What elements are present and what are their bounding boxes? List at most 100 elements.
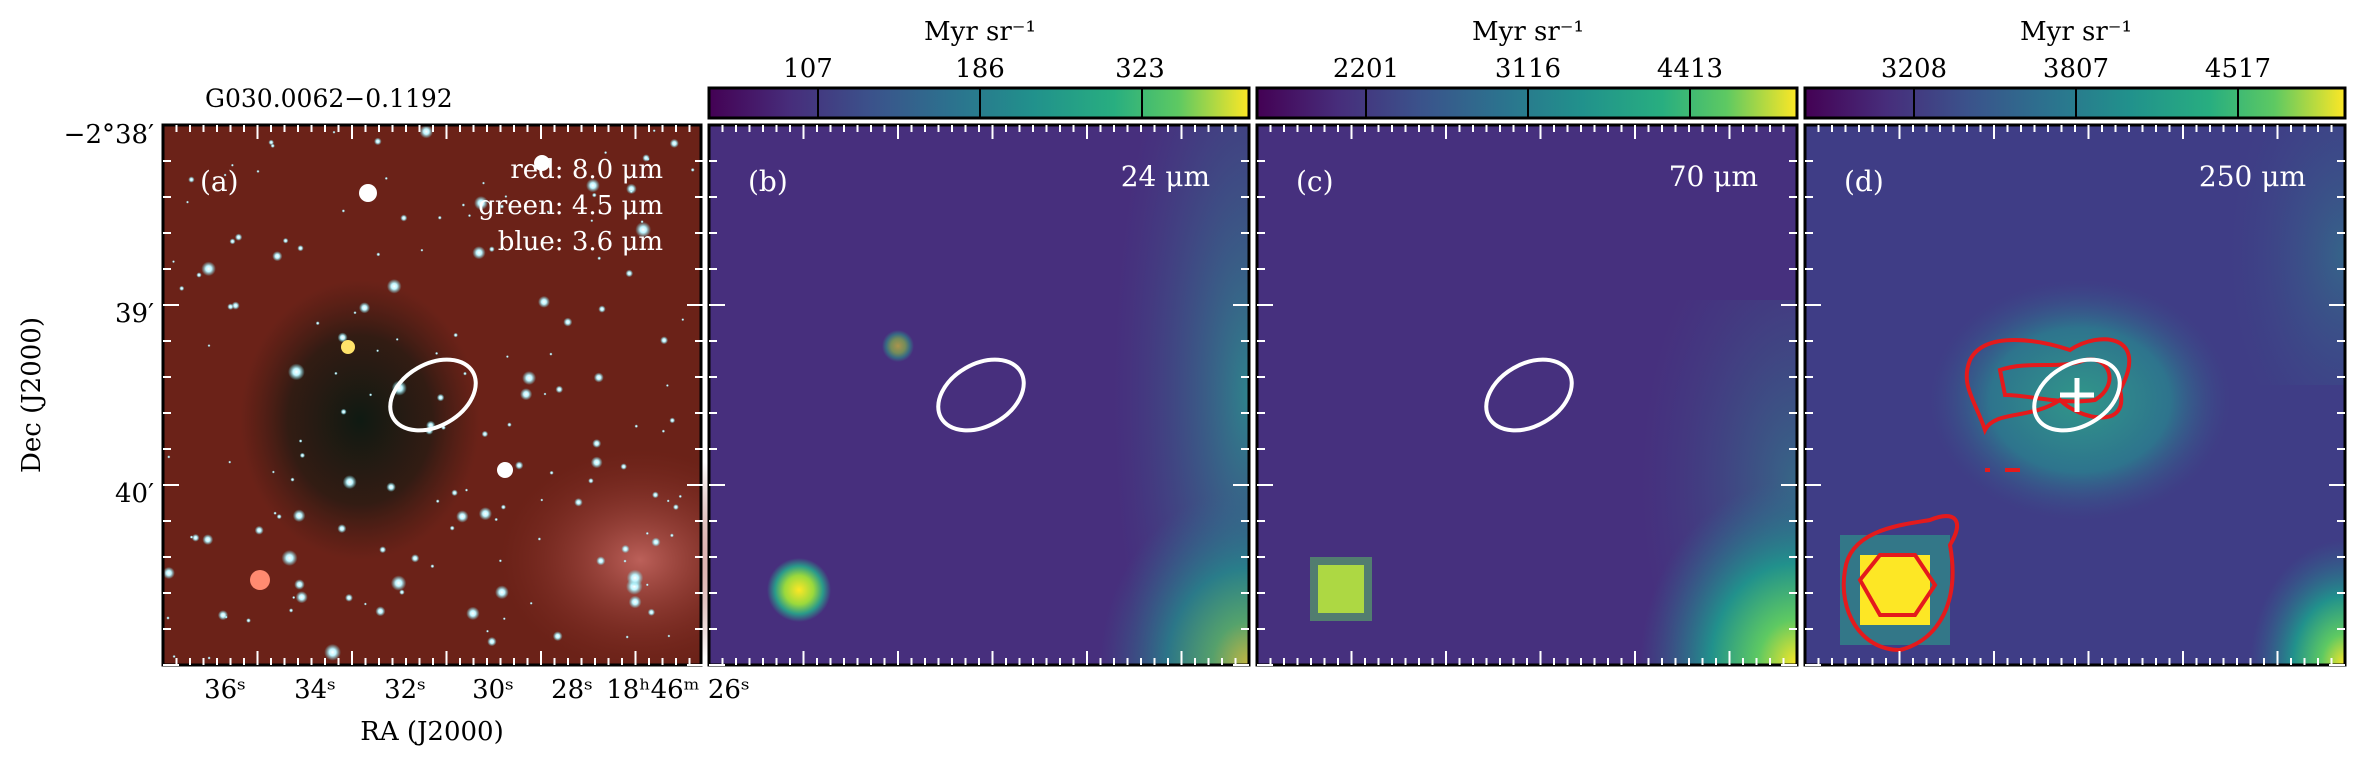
star <box>172 260 175 264</box>
star <box>500 504 506 510</box>
star <box>341 340 355 354</box>
star <box>590 219 594 223</box>
star <box>669 533 674 538</box>
dec-tick-label: 39′ <box>115 299 154 329</box>
star <box>597 256 602 261</box>
colorbar-tick-label: 107 <box>783 54 833 84</box>
star <box>228 460 232 464</box>
colorbar-tick-label: 3208 <box>1881 54 1947 84</box>
star <box>466 606 480 621</box>
colorbar-unit: Myr sr⁻¹ <box>924 17 1036 47</box>
star <box>386 482 396 492</box>
star <box>494 517 499 522</box>
colorbar-tick-label: 3807 <box>2043 54 2109 84</box>
star <box>341 209 346 213</box>
star <box>620 463 627 470</box>
star <box>478 507 492 521</box>
star <box>549 470 554 475</box>
star <box>234 233 243 241</box>
star <box>334 371 338 376</box>
star <box>520 388 533 401</box>
star <box>376 252 381 257</box>
star <box>590 456 603 469</box>
ra-tick-label: 34ˢ <box>294 675 336 705</box>
panel-label: (d) <box>1844 165 1884 198</box>
star <box>290 477 295 482</box>
star <box>410 554 420 563</box>
star <box>626 183 637 195</box>
dec-tick-label: 40′ <box>115 479 154 509</box>
star <box>629 189 633 194</box>
star <box>463 371 467 376</box>
star <box>345 593 353 602</box>
star <box>690 167 695 172</box>
star <box>342 475 357 490</box>
panel-c: (c) 70 μm 2201 3116 4413 Myr sr⁻¹ <box>1255 17 1799 667</box>
star <box>420 248 424 252</box>
star <box>297 245 304 252</box>
wavelength-label: 70 μm <box>1669 160 1758 193</box>
star <box>386 279 402 294</box>
faint-source <box>882 330 914 362</box>
star <box>549 352 553 356</box>
star <box>384 176 388 180</box>
star <box>201 261 216 277</box>
star <box>374 137 382 146</box>
star <box>626 569 644 587</box>
bright-source <box>767 558 831 622</box>
star <box>369 393 373 397</box>
star <box>669 417 676 424</box>
star <box>598 305 606 313</box>
star <box>229 238 236 245</box>
star <box>555 385 564 394</box>
star <box>481 430 489 438</box>
star <box>250 570 270 590</box>
star <box>358 302 371 314</box>
star <box>272 251 283 262</box>
dec-tick-label: −2°38′ <box>64 120 154 150</box>
star <box>292 509 306 522</box>
panel-a: (a) red: 8.0 μm green: 4.5 μm blue: 3.6 … <box>161 123 780 670</box>
star <box>230 163 234 167</box>
star <box>474 196 489 210</box>
star <box>167 455 171 459</box>
star <box>546 210 550 214</box>
star <box>472 246 486 260</box>
star <box>666 499 670 503</box>
star <box>652 129 656 133</box>
star <box>522 371 537 385</box>
colorbar-tick-label: 3116 <box>1495 54 1561 84</box>
star <box>504 195 508 198</box>
star <box>625 269 634 278</box>
star <box>162 566 175 580</box>
star <box>672 504 679 511</box>
star <box>507 422 512 428</box>
corner-emission <box>1640 480 1797 665</box>
star <box>340 408 347 415</box>
star <box>640 220 644 224</box>
star <box>294 579 305 590</box>
star <box>223 173 227 177</box>
x-axis-label: RA (J2000) <box>360 717 504 747</box>
star <box>256 169 260 173</box>
star <box>502 617 506 621</box>
star <box>254 525 264 535</box>
wavelength-label: 250 μm <box>2199 160 2306 193</box>
star <box>395 337 399 341</box>
panel-d: (d) 250 μm 3208 3807 4517 Myr sr⁻¹ <box>1803 17 2347 667</box>
ra-tick-label: 28ˢ <box>551 675 593 705</box>
star <box>461 203 466 207</box>
source-ellipse <box>1484 357 1574 433</box>
star <box>661 429 666 433</box>
star <box>495 585 509 600</box>
contour-outer <box>1964 337 2132 436</box>
source-ellipse <box>2032 357 2122 433</box>
colorbar-tick-label: 323 <box>1115 54 1165 84</box>
peak-cross <box>2060 378 2094 412</box>
star <box>621 544 630 554</box>
star <box>295 591 308 604</box>
star <box>288 363 305 381</box>
star <box>596 556 606 566</box>
star <box>498 559 502 563</box>
star <box>188 176 195 183</box>
